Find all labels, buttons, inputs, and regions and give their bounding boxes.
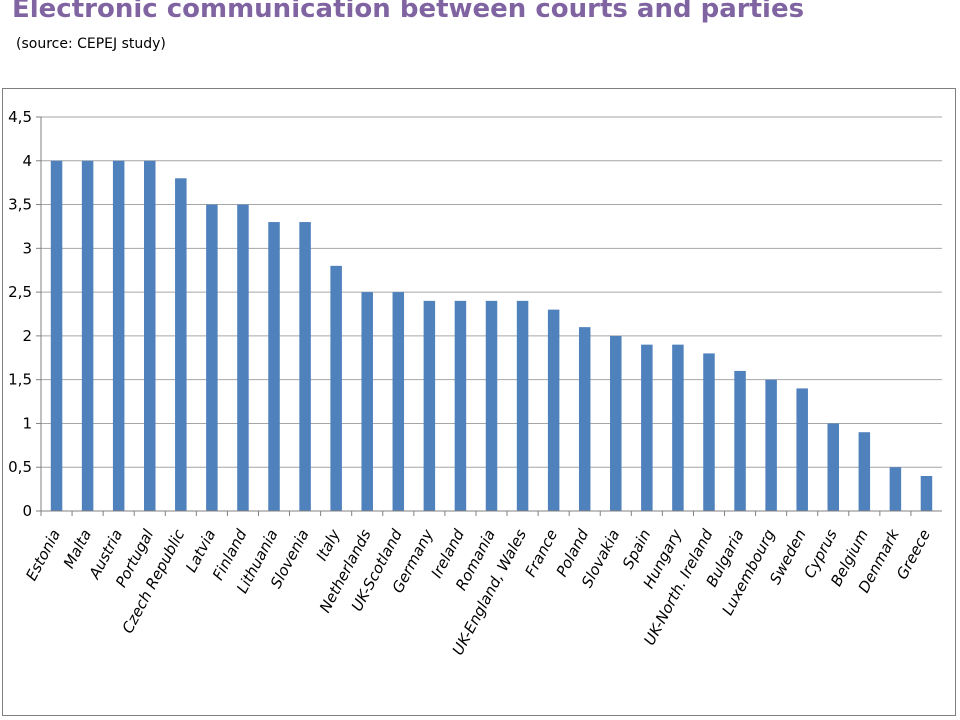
y-tick-label: 3,5 (8, 196, 32, 214)
y-axis-ticks: 0 0,5 1 1,5 2 2,5 3 3,5 4 4,5 (8, 108, 32, 520)
bar (423, 300, 436, 511)
bar (485, 300, 498, 511)
y-tick-label: 2,5 (8, 283, 32, 301)
page-title: Electronic communication between courts … (12, 0, 805, 24)
bar (858, 432, 871, 511)
y-tick-label: 1,5 (8, 371, 32, 389)
bar (641, 344, 653, 511)
bar (81, 160, 94, 511)
bar (206, 204, 218, 512)
bar (299, 222, 311, 512)
bar (672, 344, 684, 511)
bar (237, 204, 249, 512)
bar (454, 300, 467, 511)
x-tick-label: Italy (313, 525, 345, 563)
bar (268, 222, 280, 512)
y-tick-label: 4 (22, 152, 32, 170)
bar (703, 353, 715, 511)
bar (796, 388, 808, 511)
bar (50, 160, 63, 511)
axes (40, 117, 942, 512)
bar (361, 292, 373, 511)
bar (547, 309, 560, 511)
bar (765, 379, 777, 511)
bar (392, 292, 405, 511)
y-tick-label: 1 (22, 414, 32, 432)
y-tick-label: 2 (22, 327, 32, 345)
bar (330, 265, 342, 511)
bar (112, 160, 125, 511)
y-tick-label: 0 (22, 502, 32, 520)
bar (143, 160, 156, 511)
bars (40, 160, 933, 516)
bar (734, 370, 746, 511)
bar (610, 335, 622, 511)
bar (175, 178, 187, 512)
bar (827, 423, 840, 511)
y-tick-label: 3 (22, 239, 32, 257)
bar (920, 475, 933, 511)
bar (516, 300, 529, 511)
page-subtitle: (source: CEPEJ study) (16, 36, 166, 52)
y-tick-label: 4,5 (8, 108, 32, 126)
x-tick-label: Estonia (22, 526, 64, 583)
y-tick-label: 0,5 (8, 458, 32, 476)
bar (889, 467, 902, 511)
bar (578, 327, 591, 511)
